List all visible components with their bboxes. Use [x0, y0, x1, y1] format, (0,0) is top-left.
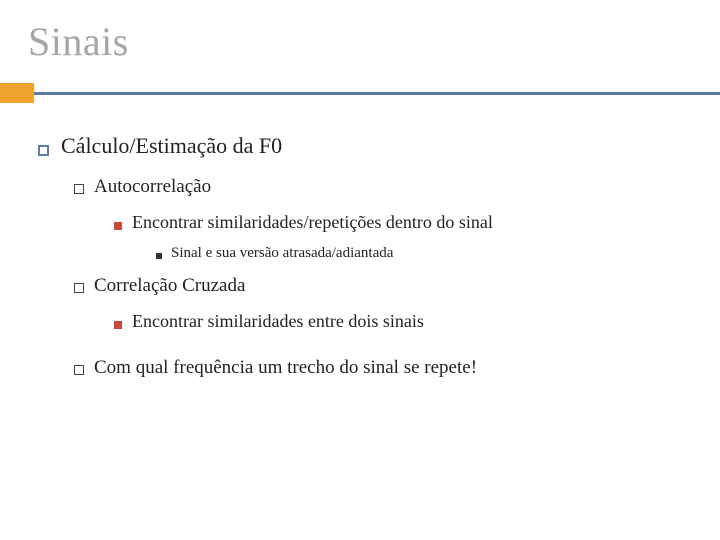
square-fill-bullet-icon — [114, 222, 122, 230]
spacer — [38, 338, 720, 350]
bullet-text: Com qual frequência um trecho do sinal s… — [94, 350, 477, 386]
bullet-level-4: Sinal e sua versão atrasada/adiantada — [156, 239, 720, 268]
slide-content: Cálculo/Estimação da F0 Autocorrelação E… — [0, 103, 720, 386]
bullet-level-2: Autocorrelação — [74, 169, 720, 205]
slide-title: Sinais — [0, 0, 720, 65]
square-outline-bullet-icon — [74, 365, 84, 375]
bullet-level-3: Encontrar similaridades/repetições dentr… — [114, 205, 720, 239]
bullet-level-2: Correlação Cruzada — [74, 268, 720, 304]
bullet-text: Encontrar similaridades/repetições dentr… — [132, 205, 493, 239]
square-outline-bullet-icon — [74, 283, 84, 293]
title-divider — [0, 83, 720, 103]
bullet-level-2: Com qual frequência um trecho do sinal s… — [74, 350, 720, 386]
accent-block — [0, 83, 34, 103]
square-outline-bullet-icon — [74, 184, 84, 194]
square-fill-bullet-icon — [114, 321, 122, 329]
bullet-text: Cálculo/Estimação da F0 — [61, 125, 282, 167]
bullet-text: Encontrar similaridades entre dois sinai… — [132, 304, 424, 338]
square-outline-bullet-icon — [38, 145, 49, 156]
bullet-level-3: Encontrar similaridades entre dois sinai… — [114, 304, 720, 338]
bullet-level-1: Cálculo/Estimação da F0 — [38, 125, 720, 167]
slide: Sinais Cálculo/Estimação da F0 Autocorre… — [0, 0, 720, 540]
bullet-text: Sinal e sua versão atrasada/adiantada — [171, 239, 393, 268]
bullet-text: Autocorrelação — [94, 169, 211, 205]
divider-line — [34, 92, 720, 95]
bullet-text: Correlação Cruzada — [94, 268, 245, 304]
square-fill-bullet-icon — [156, 253, 162, 259]
